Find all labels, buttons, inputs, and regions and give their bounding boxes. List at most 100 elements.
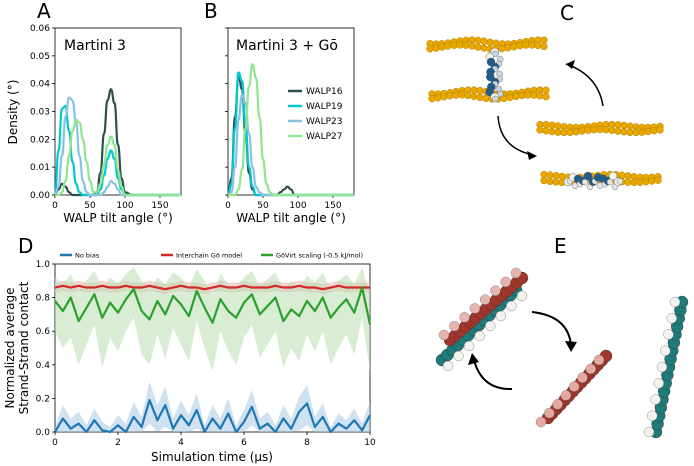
side-chain-bead bbox=[500, 276, 511, 288]
peptide-bead bbox=[497, 90, 504, 98]
side-chain-bead bbox=[653, 378, 664, 389]
lipid-bead bbox=[440, 93, 448, 101]
side-chain-bead bbox=[593, 354, 605, 366]
lipid-bead bbox=[540, 42, 548, 51]
lipid-bead bbox=[510, 43, 518, 51]
lipid-bead bbox=[542, 127, 550, 135]
chart-d-ylabel-line2: Strand-Strand contact bbox=[17, 281, 31, 414]
lipid-bead bbox=[542, 93, 550, 101]
panel-letter-b: B bbox=[204, 0, 218, 23]
beta-strand-red-middle bbox=[535, 349, 613, 428]
lipid-bead bbox=[552, 172, 560, 180]
side-chain-bead bbox=[650, 394, 661, 405]
y-tick-label: 0.4 bbox=[36, 361, 51, 371]
y-tick-label: 0.06 bbox=[30, 24, 50, 34]
side-chain-bead bbox=[568, 381, 580, 392]
side-chain-bead bbox=[643, 426, 655, 438]
lipid-bead bbox=[434, 94, 442, 102]
lipid-bead bbox=[554, 122, 562, 130]
lipid-bead bbox=[654, 176, 662, 184]
chart-d-series bbox=[54, 284, 372, 434]
y-tick-label: 0.2 bbox=[36, 394, 50, 404]
lipid-bead bbox=[504, 44, 512, 52]
side-chain-bead bbox=[463, 340, 475, 352]
lipid-bead bbox=[542, 86, 550, 94]
lipid-bead bbox=[578, 127, 586, 135]
side-chain-bead bbox=[469, 303, 481, 314]
lipid-bead bbox=[602, 126, 610, 134]
lipid-bilayer-top-leaflet bbox=[426, 36, 548, 53]
side-chain-bead bbox=[516, 290, 528, 302]
lipid-bead bbox=[474, 43, 482, 51]
lipid-bead bbox=[446, 92, 454, 100]
lipid-bead bbox=[438, 43, 446, 51]
chart-a-yticks: 0.00 0.01 0.02 0.03 0.04 0.05 0.06 bbox=[30, 24, 55, 201]
panel-letter-d: D bbox=[18, 234, 33, 258]
lipid-bead bbox=[516, 42, 524, 50]
x-tick-label: 100 bbox=[289, 201, 306, 211]
beta-strand-teal-right bbox=[643, 295, 689, 439]
lipid-bead bbox=[476, 86, 484, 95]
side-chain-bead bbox=[485, 320, 496, 332]
side-chain-bead bbox=[656, 361, 668, 373]
confidence-band bbox=[55, 381, 370, 432]
peptide-bead bbox=[581, 178, 589, 186]
lipid-bead bbox=[530, 91, 538, 99]
chart-b-xlabel: WALP tilt angle (°) bbox=[236, 211, 346, 225]
x-tick-label: 10 bbox=[364, 438, 376, 448]
legend-label: WALP19 bbox=[306, 102, 343, 112]
lipid-bead bbox=[426, 45, 434, 53]
lipid-bead bbox=[468, 42, 476, 50]
beta-strand-pair-left bbox=[435, 267, 529, 372]
side-chain-bead bbox=[663, 329, 674, 340]
lipid-bead bbox=[644, 127, 652, 136]
arrow-head-icon bbox=[527, 151, 537, 160]
lipid-bead bbox=[546, 177, 554, 185]
lipid-bead bbox=[584, 126, 592, 134]
y-tick-label: 0.6 bbox=[36, 327, 51, 337]
chart-d-ylabel-line1: Normalized average bbox=[3, 288, 17, 409]
peptide-bead bbox=[616, 178, 624, 185]
lipid-membrane-right bbox=[536, 120, 664, 137]
arrow-clockwise-icon bbox=[531, 311, 572, 346]
lipid-bead bbox=[638, 128, 646, 136]
lipid-bead bbox=[636, 178, 644, 186]
lipid-bead bbox=[428, 94, 436, 103]
chart-d-yticks: 0.0 0.2 0.4 0.6 0.8 1.0 bbox=[36, 260, 55, 438]
panel-letter-e: E bbox=[554, 234, 567, 258]
series-line-walp23 bbox=[54, 96, 181, 197]
lipid-bead bbox=[614, 121, 622, 129]
y-tick-label: 0.8 bbox=[36, 294, 51, 304]
lipid-bead bbox=[548, 127, 556, 136]
panel-letter-c: C bbox=[560, 1, 574, 25]
lipid-bead bbox=[650, 127, 658, 135]
x-tick-label: 150 bbox=[324, 201, 341, 211]
lipid-bead bbox=[648, 177, 656, 185]
side-chain-bead bbox=[666, 313, 677, 324]
lipid-bead bbox=[536, 126, 544, 134]
lipid-bead bbox=[620, 121, 628, 130]
lipid-bead bbox=[476, 93, 484, 102]
x-tick-label: 50 bbox=[84, 201, 96, 211]
side-chain-bead bbox=[647, 410, 658, 421]
side-chain-bead bbox=[510, 267, 522, 279]
legend-label: No bias bbox=[75, 252, 100, 260]
lipid-bead bbox=[540, 176, 548, 185]
series-line bbox=[54, 286, 372, 325]
arrow-counterclockwise-icon bbox=[473, 359, 513, 391]
lipid-bead bbox=[534, 41, 542, 50]
chart-b-tilt-density: Martini 3 + Gō 0 50 100 150 WALP16WALP19WAL… bbox=[225, 27, 355, 225]
side-chain-bead bbox=[506, 300, 517, 312]
peptide-bead bbox=[485, 87, 494, 97]
y-tick-label: 0.04 bbox=[30, 80, 50, 90]
x-tick-label: 0 bbox=[52, 201, 58, 211]
peptide-bead bbox=[608, 171, 618, 181]
chart-b-title: Martini 3 + Gō bbox=[236, 38, 338, 54]
x-tick-label: 6 bbox=[241, 438, 247, 448]
lipid-bead bbox=[624, 172, 632, 180]
x-tick-label: 50 bbox=[257, 201, 269, 211]
arrow-head-icon bbox=[565, 341, 577, 352]
lipid-bead bbox=[498, 44, 506, 53]
side-chain-bead bbox=[544, 407, 555, 419]
